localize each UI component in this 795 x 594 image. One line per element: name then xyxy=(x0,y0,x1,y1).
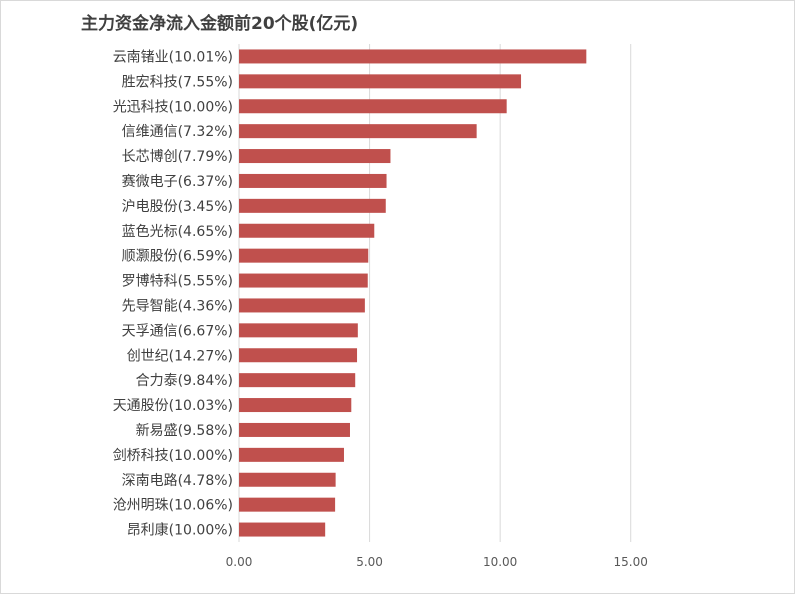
bar xyxy=(239,472,336,487)
category-label: 深南电路(4.78%) xyxy=(122,473,233,489)
bar xyxy=(239,323,358,338)
category-label: 蓝色光标(4.65%) xyxy=(122,223,233,240)
chart-title: 主力资金净流入金额前20个股(亿元) xyxy=(81,14,359,34)
x-tick-label: 0.00 xyxy=(226,555,253,569)
category-label: 新易盛(9.58%) xyxy=(136,423,233,439)
category-label: 天孚通信(6.67%) xyxy=(122,323,233,339)
bar xyxy=(239,398,352,413)
bar xyxy=(239,522,326,537)
bar xyxy=(239,49,587,64)
bar xyxy=(239,422,350,437)
category-label-layer: 云南锗业(10.01%) 胜宏科技(7.55%) 光迅科技(10.00%) 信维通信(… xyxy=(113,49,233,538)
bar xyxy=(239,124,477,139)
bar xyxy=(239,149,391,164)
x-tick-label: 5.00 xyxy=(356,555,383,569)
x-tick-label: 15.00 xyxy=(614,555,648,569)
category-label: 合力泰(9.84%) xyxy=(136,373,233,389)
bar xyxy=(239,497,336,512)
bar xyxy=(239,248,369,263)
category-label: 赛微电子(6.37%) xyxy=(122,174,233,190)
bar xyxy=(239,173,387,188)
category-label: 罗博特科(5.55%) xyxy=(122,273,233,290)
category-label: 云南锗业(10.01%) xyxy=(113,49,233,65)
category-label: 沪电股份(3.45%) xyxy=(122,199,233,215)
category-label: 长芯博创(7.79%) xyxy=(122,148,233,165)
category-label: 天通股份(10.03%) xyxy=(113,398,233,414)
bar xyxy=(239,74,522,89)
category-label: 昂利康(10.00%) xyxy=(127,522,233,539)
category-label: 先导智能(4.36%) xyxy=(122,298,233,314)
category-label: 创世纪(14.27%) xyxy=(127,348,233,364)
bar-layer xyxy=(239,49,587,537)
x-tick-layer: 0.00 5.00 10.00 15.00 xyxy=(226,555,648,569)
x-tick-label: 10.00 xyxy=(483,555,517,569)
bar xyxy=(239,348,358,363)
bar xyxy=(239,99,507,114)
bar xyxy=(239,298,365,313)
bar xyxy=(239,273,368,288)
bar xyxy=(239,447,344,462)
bar xyxy=(239,198,386,213)
bar xyxy=(239,223,375,238)
category-label: 胜宏科技(7.55%) xyxy=(122,74,233,90)
category-label: 光迅科技(10.00%) xyxy=(113,99,233,115)
category-label: 剑桥科技(10.00%) xyxy=(113,448,233,464)
category-label: 顺灏股份(6.59%) xyxy=(122,248,233,265)
category-label: 沧州明珠(10.06%) xyxy=(113,497,233,514)
grid-layer xyxy=(238,44,632,542)
category-label: 信维通信(7.32%) xyxy=(122,124,233,140)
bar xyxy=(239,373,356,388)
